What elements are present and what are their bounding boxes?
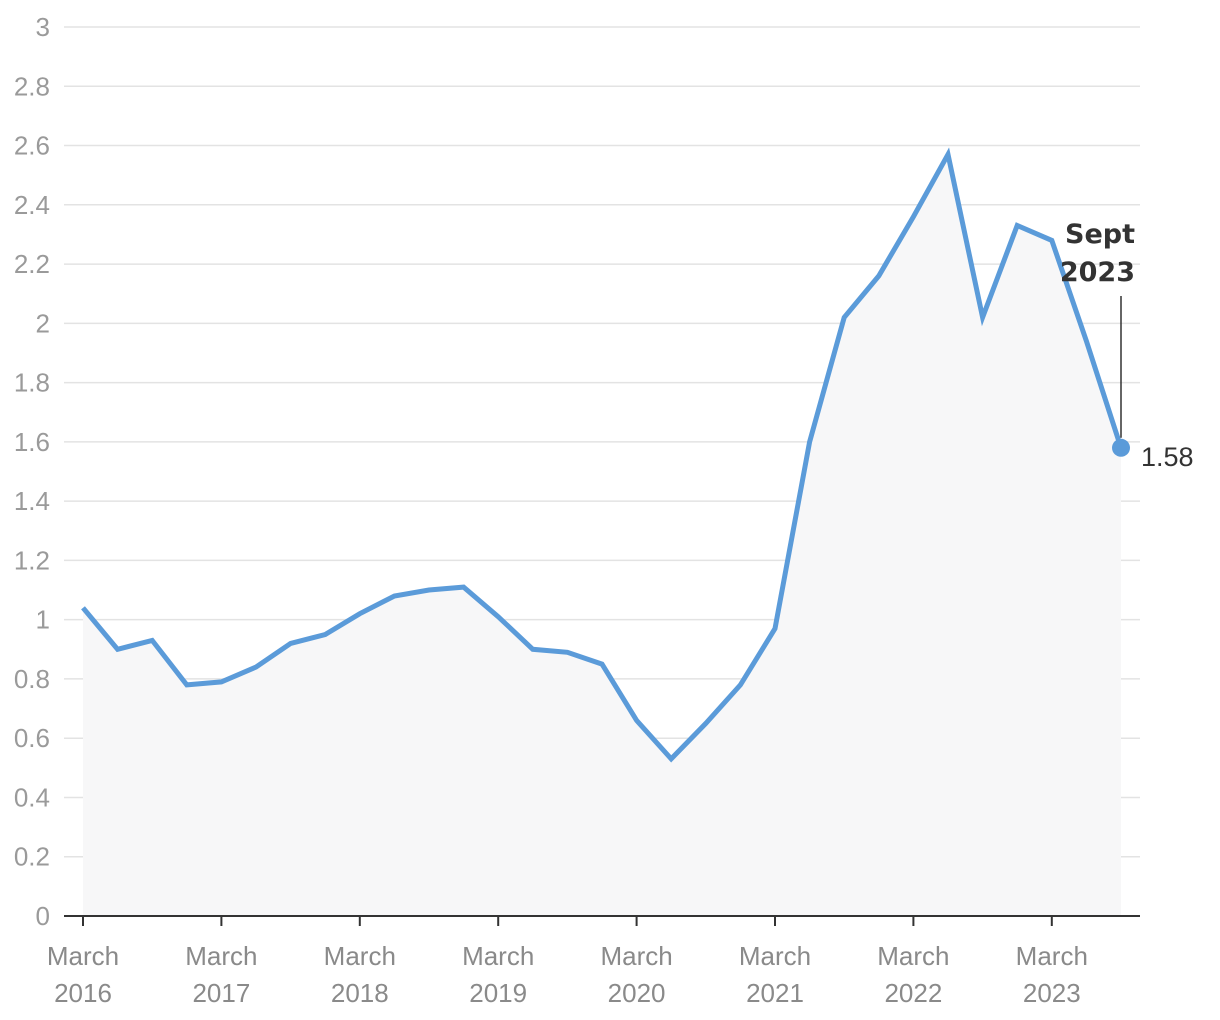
y-tick-label: 0.8 (14, 664, 50, 694)
x-tick-label: 2017 (192, 978, 250, 1008)
y-tick-label: 3 (36, 12, 50, 42)
x-tick-label: 2016 (54, 978, 112, 1008)
y-tick-label: 1 (36, 605, 50, 635)
y-tick-label: 1.2 (14, 545, 50, 575)
y-tick-label: 0.2 (14, 842, 50, 872)
y-tick-label: 2 (36, 308, 50, 338)
y-tick-label: 2.8 (14, 71, 50, 101)
y-tick-label: 0 (36, 901, 50, 931)
annotation-label-line2: 2023 (1060, 257, 1135, 288)
latest-value-annotation: Sept 2023 1.58 (1060, 219, 1194, 472)
x-tick-label: 2020 (608, 978, 666, 1008)
x-tick-label: March (1016, 941, 1088, 971)
x-tick-label: 2021 (746, 978, 804, 1008)
x-tick-label: March (47, 941, 119, 971)
x-tick-label: March (462, 941, 534, 971)
x-tick-label: March (324, 941, 396, 971)
gridlines (64, 26, 1140, 858)
x-tick-label: March (877, 941, 949, 971)
series-line (81, 147, 1124, 763)
latest-data-point (1112, 438, 1130, 457)
y-tick-label: 1.4 (14, 486, 50, 516)
x-tick-label: 2022 (884, 978, 942, 1008)
x-tick-label: 2018 (331, 978, 389, 1008)
x-tick-label: March (600, 941, 672, 971)
x-tick-label: March (185, 941, 257, 971)
x-axis-ticks: March 2016 March 2017 March 2018 March 2019 Marc… (47, 916, 1088, 1008)
x-tick-label: 2019 (469, 978, 527, 1008)
annotation-value-label: 1.58 (1141, 442, 1194, 472)
y-tick-label: 2.4 (14, 190, 50, 220)
y-tick-label: 0.4 (14, 782, 50, 812)
series-area-fill (83, 154, 1121, 916)
y-axis-ticks: 0 0.2 0.4 0.6 0.8 1 1.2 1.4 1.6 1.8 2 2.2 2.4 2.6 2.8 3 (14, 12, 50, 931)
x-tick-label: 2023 (1023, 978, 1081, 1008)
y-tick-label: 1.8 (14, 368, 50, 398)
y-tick-label: 2.6 (14, 131, 50, 161)
annotation-label-line1: Sept (1065, 219, 1135, 250)
y-tick-label: 1.6 (14, 427, 50, 457)
y-tick-label: 0.6 (14, 723, 50, 753)
y-tick-label: 2.2 (14, 249, 50, 279)
x-tick-label: March (739, 941, 811, 971)
